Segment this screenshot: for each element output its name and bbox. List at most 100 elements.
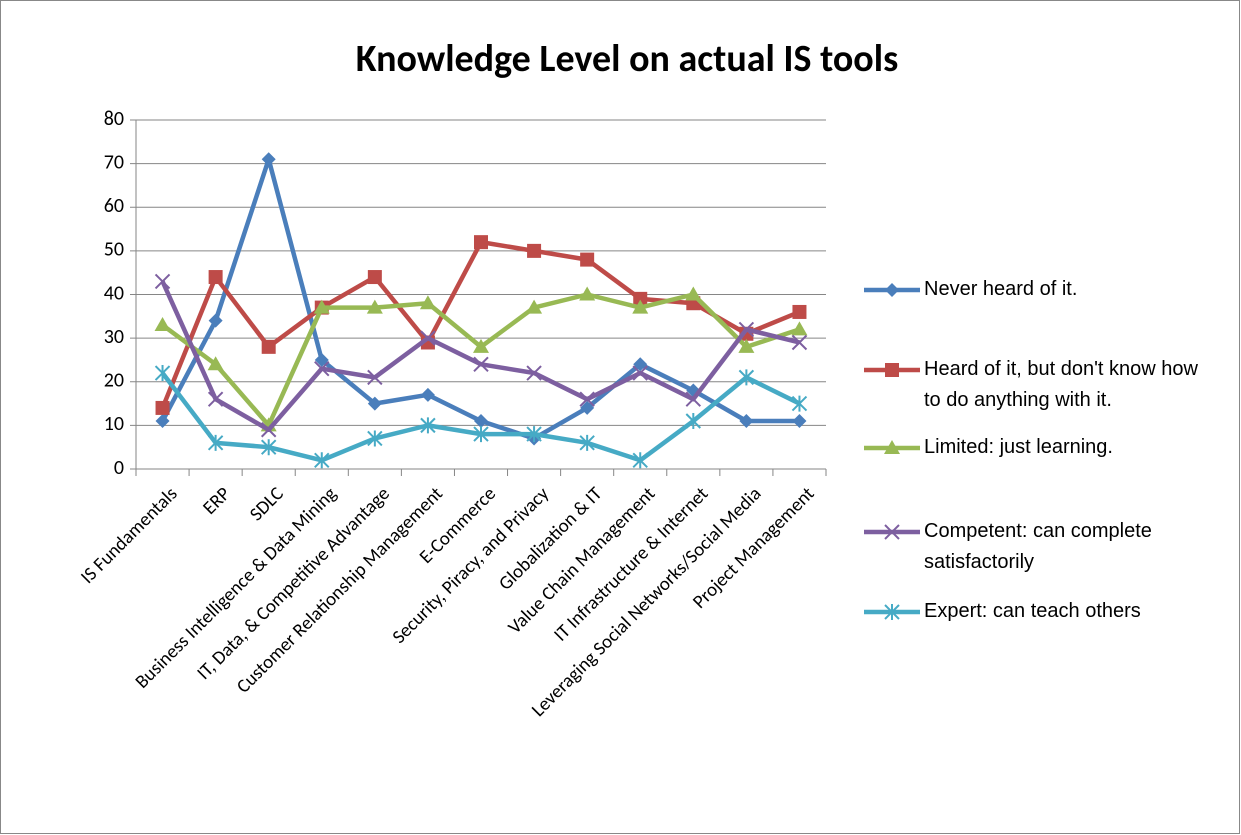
marker xyxy=(473,356,489,373)
marker xyxy=(313,299,330,314)
series-line xyxy=(160,157,800,441)
series xyxy=(155,235,807,415)
marker xyxy=(367,430,383,447)
marker xyxy=(885,363,899,377)
chart-title: Knowledge Level on actual IS tools xyxy=(356,36,898,82)
marker xyxy=(527,243,542,258)
series xyxy=(154,365,808,469)
marker xyxy=(685,286,702,301)
y-tick-label: 40 xyxy=(104,281,124,305)
x-tick-label: IT, Data, & Competitive Advantage xyxy=(193,483,395,685)
y-tick-label: 80 xyxy=(104,107,124,131)
marker xyxy=(791,321,808,336)
legend-item: Never heard of it. xyxy=(862,274,1232,305)
marker xyxy=(792,414,807,429)
marker xyxy=(155,414,170,429)
marker xyxy=(473,426,489,443)
marker xyxy=(791,395,808,412)
marker xyxy=(366,299,383,314)
marker xyxy=(579,391,595,407)
y-tick-label: 70 xyxy=(104,150,124,174)
y-tick-label: 60 xyxy=(104,194,124,218)
marker xyxy=(207,434,224,451)
marker xyxy=(207,356,224,371)
y-tick-label: 20 xyxy=(104,369,124,393)
marker xyxy=(154,317,171,332)
legend-swatch xyxy=(864,363,920,377)
y-tick-label: 50 xyxy=(104,238,124,262)
marker xyxy=(633,291,648,306)
marker xyxy=(474,414,488,429)
legend-label: Expert: can teach others xyxy=(924,600,1141,622)
series-line xyxy=(161,292,801,428)
marker xyxy=(208,313,223,328)
marker xyxy=(685,413,702,430)
marker xyxy=(314,452,330,469)
y-tick-label: 30 xyxy=(104,325,124,349)
legend-label: Limited: just learning. xyxy=(924,436,1113,458)
marker xyxy=(367,369,383,386)
marker xyxy=(685,391,702,407)
marker xyxy=(260,439,277,456)
marker xyxy=(420,387,435,402)
marker xyxy=(884,440,900,454)
legend-swatch xyxy=(864,440,920,454)
legend-item: Competent: can complete satisfactorily xyxy=(862,516,1232,578)
marker xyxy=(419,295,436,310)
marker xyxy=(884,604,900,620)
marker xyxy=(739,414,754,429)
marker xyxy=(314,352,329,367)
marker xyxy=(738,321,755,338)
x-tick-label: IS Fundamentals xyxy=(76,483,182,589)
legend-swatch xyxy=(864,283,920,297)
legend-swatch xyxy=(864,604,920,620)
marker xyxy=(632,365,648,381)
marker xyxy=(526,299,543,314)
legend-item: Limited: just learning. xyxy=(862,432,1232,463)
x-tick-label: SDLC xyxy=(245,483,288,526)
marker xyxy=(260,422,277,438)
x-tick-label: ERP xyxy=(198,482,235,519)
marker xyxy=(579,434,595,451)
marker xyxy=(791,334,808,351)
marker xyxy=(885,283,899,297)
marker xyxy=(473,338,489,353)
y-tick-label: 0 xyxy=(114,456,124,480)
y-tick-label: 10 xyxy=(104,412,124,436)
marker xyxy=(633,357,648,372)
legend-label: Never heard of it. xyxy=(924,278,1078,300)
legend-label: Competent: can complete satisfactorily xyxy=(924,520,1152,573)
legend-label: Heard of it, but don't know how to do an… xyxy=(924,358,1198,411)
marker xyxy=(420,330,436,346)
marker xyxy=(580,252,595,267)
marker xyxy=(632,452,648,469)
marker xyxy=(154,273,171,290)
marker xyxy=(155,400,170,415)
marker xyxy=(738,338,755,353)
marker xyxy=(314,360,330,377)
marker xyxy=(632,299,649,314)
series xyxy=(154,273,808,438)
marker xyxy=(738,369,755,386)
legend-swatch xyxy=(864,524,920,540)
marker xyxy=(207,391,224,407)
marker xyxy=(261,339,276,354)
series xyxy=(155,152,807,446)
series xyxy=(154,286,808,432)
marker xyxy=(154,365,171,382)
marker xyxy=(580,400,595,415)
marker xyxy=(420,417,436,434)
marker xyxy=(884,524,900,540)
marker xyxy=(474,235,488,250)
marker xyxy=(526,365,542,381)
marker xyxy=(792,304,807,319)
legend-item: Heard of it, but don't know how to do an… xyxy=(862,354,1232,416)
marker xyxy=(367,396,382,411)
marker xyxy=(261,152,276,167)
marker xyxy=(367,270,382,285)
marker xyxy=(208,270,223,285)
marker xyxy=(526,426,542,443)
